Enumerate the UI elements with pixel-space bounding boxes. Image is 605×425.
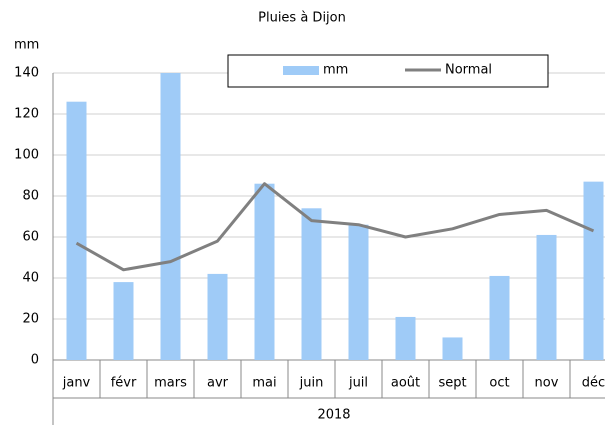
y-tick-label: 80 [22, 189, 39, 204]
x-tick-label: mars [154, 376, 187, 391]
legend-swatch [283, 66, 319, 75]
x-group-label: 2018 [317, 408, 350, 423]
line [75, 182, 595, 272]
x-tick-label: sept [438, 376, 466, 391]
bar [66, 101, 87, 360]
bar [536, 234, 557, 360]
y-tick-label: 20 [22, 312, 39, 327]
x-tick-label: avr [207, 376, 229, 391]
x-tick-label: oct [489, 376, 509, 391]
legend-label: mm [323, 63, 348, 78]
y-tick-label: 0 [31, 353, 39, 368]
bar [583, 181, 604, 360]
bar [207, 273, 228, 360]
x-tick-label: janv [62, 376, 91, 391]
y-tick-label: 100 [14, 148, 39, 163]
bar [489, 275, 510, 360]
bar [348, 224, 369, 360]
bar [301, 208, 322, 360]
x-tick-label: juin [299, 376, 324, 391]
bar [442, 337, 463, 360]
x-tick-label: mai [252, 376, 276, 391]
bar [160, 73, 181, 360]
bar [254, 183, 275, 360]
bar [395, 316, 416, 360]
x-tick-label: févr [111, 376, 137, 391]
x-tick-label: nov [535, 376, 559, 391]
legend-box [227, 54, 549, 88]
y-tick-label: 40 [22, 271, 39, 286]
bar [113, 282, 134, 360]
legend-label: Normal [445, 63, 492, 78]
y-tick-label: 60 [22, 230, 39, 245]
chart-title: Pluies à Dijon [258, 11, 346, 26]
y-tick-label: 120 [14, 107, 39, 122]
y-tick-label: 140 [14, 66, 39, 81]
x-tick-label: juil [348, 376, 368, 391]
y-axis-label: mm [14, 38, 39, 53]
x-tick-label: déc [582, 376, 605, 391]
x-tick-label: août [391, 376, 420, 391]
